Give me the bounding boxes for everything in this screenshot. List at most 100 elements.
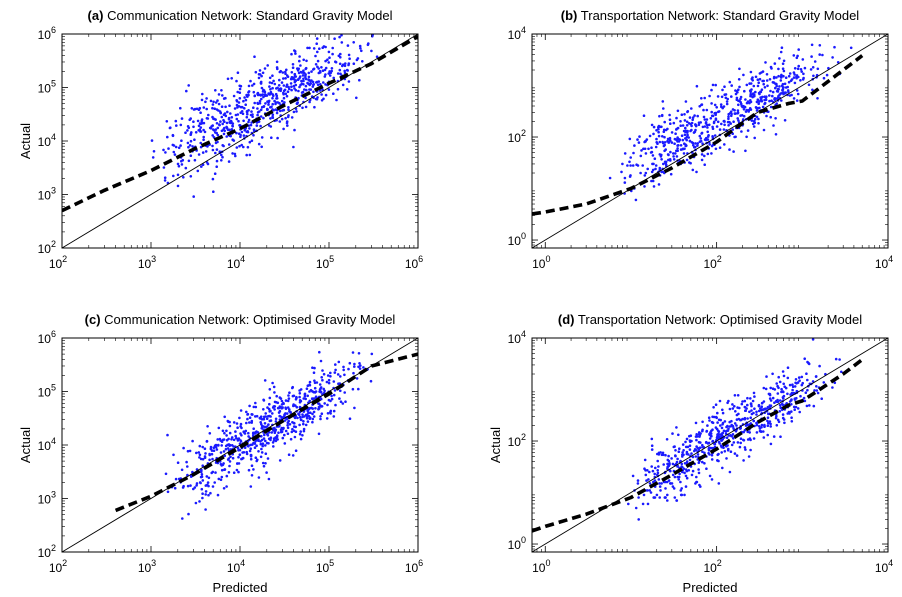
scatter-point bbox=[294, 88, 298, 92]
scatter-point bbox=[725, 100, 729, 103]
scatter-point bbox=[260, 97, 263, 101]
scatter-point bbox=[749, 82, 753, 85]
scatter-point bbox=[281, 71, 285, 74]
scatter-point bbox=[195, 482, 199, 485]
scatter-point bbox=[181, 517, 184, 520]
scatter-point bbox=[736, 406, 739, 409]
scatter-point bbox=[680, 462, 684, 466]
scatter-point bbox=[642, 114, 646, 117]
scatter-point bbox=[272, 79, 275, 83]
scatter-point bbox=[318, 350, 321, 354]
scatter-point bbox=[736, 441, 740, 444]
scatter-point bbox=[796, 407, 800, 410]
scatter-point bbox=[181, 486, 185, 489]
scatter-point bbox=[235, 146, 239, 149]
scatter-point bbox=[257, 476, 261, 479]
scatter-point bbox=[290, 116, 294, 119]
scatter-point bbox=[710, 88, 713, 92]
scatter-point bbox=[758, 427, 762, 430]
scatter-point bbox=[215, 448, 219, 451]
scatter-point bbox=[721, 88, 724, 92]
scatter-point bbox=[299, 388, 303, 391]
scatter-point bbox=[291, 454, 295, 457]
scatter-point bbox=[252, 134, 255, 137]
scatter-point bbox=[207, 484, 210, 488]
scatter-point bbox=[238, 453, 242, 457]
scatter-point bbox=[202, 138, 205, 141]
scatter-point bbox=[662, 107, 665, 110]
scatter-point bbox=[253, 94, 257, 97]
scatter-point bbox=[184, 166, 188, 170]
scatter-point bbox=[194, 501, 198, 505]
y-tick-label: 106 bbox=[38, 25, 56, 42]
scatter-point bbox=[314, 97, 318, 101]
scatter-point bbox=[324, 66, 328, 70]
scatter-point bbox=[688, 434, 691, 438]
scatter-point bbox=[246, 112, 249, 116]
scatter-point bbox=[733, 109, 736, 112]
scatter-point bbox=[812, 404, 816, 408]
scatter-point bbox=[723, 450, 727, 453]
scatter-point bbox=[666, 467, 669, 471]
scatter-point bbox=[714, 111, 718, 115]
scatter-point bbox=[240, 143, 243, 147]
scatter-point bbox=[695, 84, 699, 88]
scatter-point bbox=[676, 109, 680, 113]
scatter-point bbox=[816, 97, 819, 100]
scatter-point bbox=[711, 83, 715, 87]
scatter-point bbox=[284, 429, 288, 433]
scatter-point bbox=[190, 131, 193, 134]
scatter-point bbox=[818, 364, 821, 368]
scatter-point bbox=[243, 129, 246, 132]
scatter-point bbox=[673, 142, 676, 145]
scatter-point bbox=[239, 111, 242, 114]
scatter-point bbox=[744, 448, 747, 451]
scatter-point bbox=[721, 432, 724, 435]
scatter-point bbox=[345, 68, 349, 72]
scatter-point bbox=[220, 475, 224, 479]
scatter-point bbox=[764, 98, 768, 101]
scatter-point bbox=[263, 379, 267, 382]
scatter-point bbox=[301, 434, 304, 437]
scatter-point bbox=[322, 45, 326, 48]
scatter-point bbox=[769, 115, 772, 119]
scatter-point bbox=[293, 50, 297, 53]
scatter-point bbox=[290, 85, 293, 88]
scatter-point bbox=[222, 118, 225, 122]
scatter-point bbox=[298, 432, 302, 436]
scatter-points-a bbox=[150, 34, 379, 198]
scatter-point bbox=[809, 68, 813, 71]
scatter-point bbox=[728, 407, 732, 411]
scatter-point bbox=[242, 99, 245, 103]
scatter-point bbox=[257, 76, 261, 80]
scatter-point bbox=[235, 103, 239, 107]
scatter-point bbox=[668, 113, 671, 117]
scatter-point bbox=[658, 114, 661, 118]
scatter-point bbox=[680, 134, 684, 137]
scatter-point bbox=[295, 395, 298, 399]
scatter-point bbox=[212, 136, 216, 139]
scatter-point bbox=[289, 82, 293, 85]
scatter-point bbox=[675, 499, 678, 502]
scatter-point bbox=[816, 391, 820, 395]
y-tick-label: 102 bbox=[38, 239, 56, 256]
scatter-point bbox=[323, 68, 327, 72]
scatter-point bbox=[745, 101, 749, 105]
scatter-point bbox=[280, 403, 284, 406]
scatter-point bbox=[657, 134, 661, 138]
scatter-point bbox=[223, 468, 227, 471]
scatter-point bbox=[308, 399, 312, 403]
scatter-point bbox=[784, 76, 788, 79]
scatter-point bbox=[731, 433, 735, 436]
scatter-point bbox=[242, 119, 245, 123]
scatter-point bbox=[315, 37, 319, 40]
scatter-point bbox=[664, 453, 667, 457]
scatter-point bbox=[214, 151, 217, 155]
scatter-point bbox=[810, 55, 813, 58]
scatter-point bbox=[810, 43, 814, 47]
scatter-point bbox=[643, 458, 647, 462]
scatter-point bbox=[723, 93, 726, 96]
scatter-point bbox=[765, 79, 769, 82]
scatter-point bbox=[217, 102, 221, 106]
scatter-point bbox=[703, 462, 706, 465]
